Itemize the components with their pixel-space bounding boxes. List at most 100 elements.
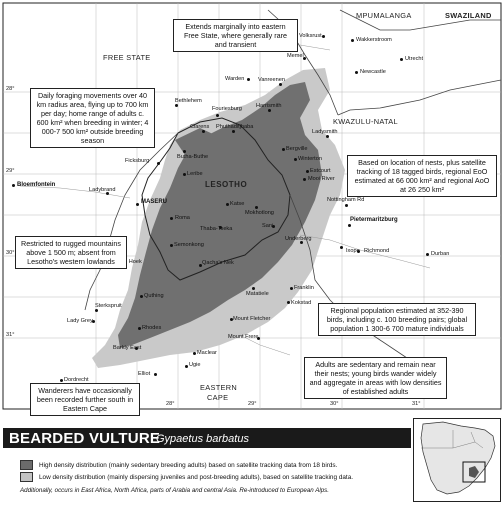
town-marker	[138, 327, 141, 330]
town-marker	[232, 130, 235, 133]
place-label: Rhodes	[142, 325, 162, 331]
place-label: Barkly East	[113, 345, 142, 351]
place-label: Newcastle	[360, 69, 386, 75]
southern-africa-outline	[420, 421, 496, 495]
town-marker	[202, 130, 205, 133]
place-label: Durban	[431, 251, 450, 257]
callout-wanderers: Wanderers have occasionally been recorde…	[30, 383, 140, 416]
town-marker	[306, 170, 309, 173]
legend-low-density: Low density distribution (mainly dispers…	[20, 472, 353, 482]
place-label: Bloemfontein	[17, 182, 56, 188]
place-label: Leribe	[187, 171, 203, 177]
lesotho-border	[141, 117, 291, 281]
town-marker	[135, 347, 138, 350]
place-label: Bergville	[286, 146, 308, 152]
place-label: Matatiele	[246, 291, 269, 297]
place-label: Ixopo	[346, 248, 360, 254]
lon-label: 30°	[330, 401, 339, 407]
inset-focus-box	[462, 461, 486, 483]
town-marker	[230, 318, 233, 321]
place-label: Sterkspruit	[95, 303, 122, 309]
place-label: Richmond	[364, 248, 390, 254]
region-label-mpumalanga: MPUMALANGA	[356, 11, 412, 20]
place-label: Underberg	[285, 236, 312, 242]
place-label: Volksrust	[299, 33, 322, 39]
place-label: Mokhotlong	[245, 210, 274, 216]
callout-foraging: Daily foraging movements over 40 km radi…	[30, 88, 155, 148]
town-marker	[257, 337, 260, 340]
place-label: Mooi River	[308, 176, 335, 182]
town-marker	[268, 109, 271, 112]
callout-population: Regional population estimated at 352-390…	[318, 303, 476, 336]
town-marker	[300, 241, 303, 244]
place-label: Lady Grey	[67, 318, 93, 324]
town-marker	[216, 114, 219, 117]
place-label: Thaba-Tseka	[200, 226, 233, 232]
lon-label: 31°	[412, 401, 421, 407]
town-marker	[252, 287, 255, 290]
place-label: Sani	[262, 223, 274, 229]
place-label: Quthing	[144, 293, 164, 299]
high-density-patch	[175, 128, 215, 155]
place-label: Qacha's Nek	[202, 260, 234, 266]
lon-label: 28°	[166, 401, 175, 407]
town-marker	[287, 301, 290, 304]
place-label: Wakkerstroom	[356, 37, 392, 43]
place-label: Dordrecht	[64, 377, 89, 383]
town-marker	[290, 287, 293, 290]
town-marker	[183, 173, 186, 176]
town-marker	[340, 246, 343, 249]
place-label: Ficksburg	[125, 158, 150, 164]
place-label: Mount Fletcher	[233, 316, 271, 322]
place-label: Nottingham Rd	[327, 197, 365, 203]
place-label: Memel	[287, 53, 304, 59]
inset-map	[413, 418, 501, 502]
town-marker	[255, 206, 258, 209]
callout-restricted: Restricted to rugged mountains above 1 5…	[15, 236, 127, 269]
lat-label: 31°	[6, 332, 15, 338]
town-marker	[106, 192, 109, 195]
town-marker	[219, 226, 222, 229]
place-label: Warden	[225, 76, 245, 82]
place-label: Roma	[175, 215, 190, 221]
species-scientific-name: Gypaetus barbatus	[156, 433, 249, 445]
place-label: Pietermaritzburg	[350, 217, 398, 223]
town-marker	[170, 244, 173, 247]
region-label-swaziland: SWAZILAND	[445, 11, 492, 20]
town-marker	[322, 35, 325, 38]
place-label: Mount Frere	[228, 334, 259, 340]
region-label-kwazulu-natal: KWAZULU-NATAL	[333, 117, 398, 126]
distribution-map	[2, 2, 502, 410]
place-label: Franklin	[294, 285, 314, 291]
place-label: Ladybrand	[89, 187, 116, 193]
town-marker	[355, 71, 358, 74]
town-marker	[247, 78, 250, 81]
town-marker	[400, 58, 403, 61]
town-marker	[226, 203, 229, 206]
town-marker	[303, 57, 306, 60]
town-marker	[60, 379, 63, 382]
place-label: Fouriesburg	[212, 106, 242, 112]
place-label: Semonkong	[174, 242, 204, 248]
place-label: MASERU	[141, 199, 168, 205]
town-marker	[12, 184, 15, 187]
town-marker	[193, 352, 196, 355]
place-label: Utrecht	[405, 56, 424, 62]
lat-label: 29°	[6, 168, 15, 174]
town-marker	[95, 309, 98, 312]
town-marker	[282, 148, 285, 151]
region-label-free-state: FREE STATE	[103, 53, 151, 62]
country-borders	[421, 430, 484, 449]
region-label-lesotho: LESOTHO	[205, 180, 248, 189]
place-label: Bethlehem	[175, 98, 202, 104]
region-label-eastern-cape: CAPE	[207, 393, 229, 402]
place-label: Estcourt	[310, 168, 331, 174]
place-label: Harrismith	[256, 103, 282, 109]
town-marker	[326, 135, 329, 138]
town-marker	[303, 178, 306, 181]
place-label: Katse	[230, 201, 245, 207]
place-label: Ugie	[189, 362, 201, 368]
town-marker	[426, 253, 429, 256]
town-marker	[199, 264, 202, 267]
callout-sedentary: Adults are sedentary and remain near the…	[304, 357, 447, 399]
